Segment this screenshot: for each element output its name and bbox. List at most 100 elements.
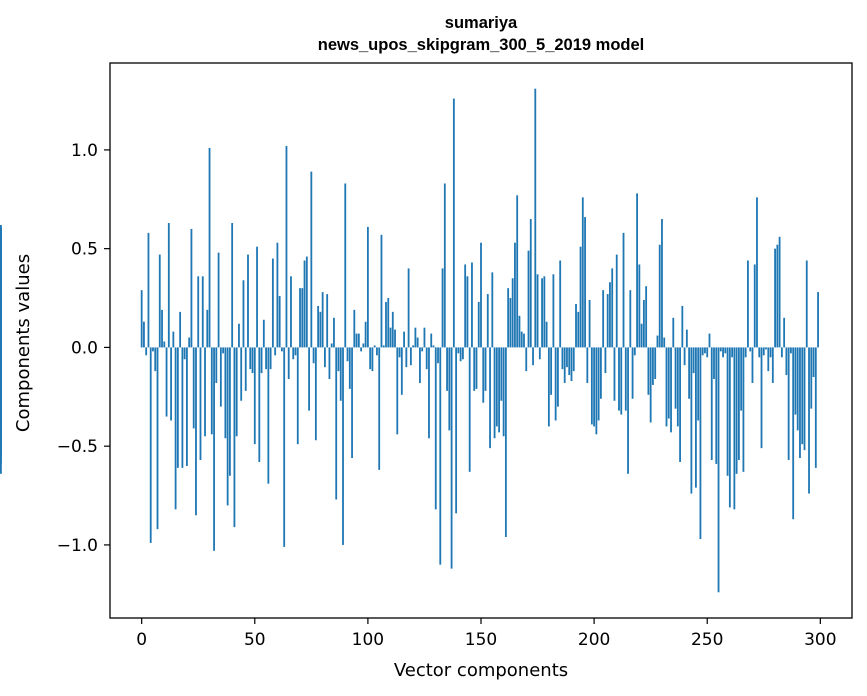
bar (421, 347, 424, 352)
bar (305, 256, 308, 348)
bar (568, 347, 571, 376)
bar (217, 252, 220, 348)
x-tick-label: 250 (691, 630, 723, 650)
bar (353, 309, 356, 348)
bar (167, 222, 170, 348)
bar (699, 347, 702, 539)
bar (260, 347, 263, 374)
bar (301, 288, 304, 348)
bar (244, 347, 247, 391)
bar (403, 331, 405, 348)
bar (751, 347, 754, 383)
bar (195, 347, 197, 516)
bar (747, 260, 749, 348)
bar (695, 347, 697, 488)
bar (536, 274, 539, 348)
bar (387, 298, 390, 348)
bar (296, 347, 299, 445)
bar (412, 345, 415, 348)
bar (364, 321, 367, 348)
bar (586, 347, 589, 383)
bar (262, 319, 265, 348)
bar (776, 244, 779, 348)
bar (197, 276, 200, 348)
bar (265, 347, 267, 370)
bar (500, 347, 503, 401)
bar (287, 347, 290, 380)
bar (389, 327, 392, 348)
bar (740, 347, 743, 411)
bar (339, 347, 342, 401)
bar (636, 193, 638, 348)
bar (744, 347, 747, 358)
bar (222, 347, 225, 354)
bar (670, 347, 672, 433)
bar (563, 347, 566, 383)
bar (314, 347, 317, 441)
bar (595, 347, 598, 435)
bar (672, 317, 675, 348)
bar (710, 347, 713, 460)
bar (346, 347, 349, 362)
bar (622, 232, 625, 348)
bar (722, 347, 724, 358)
bar (547, 347, 550, 427)
bar (228, 347, 231, 476)
bar (385, 301, 387, 348)
bar (294, 347, 297, 356)
bar (190, 228, 193, 348)
bar (758, 347, 761, 358)
bar (484, 347, 487, 391)
x-tick-label: 200 (578, 630, 610, 650)
bar (210, 347, 213, 435)
bar (213, 347, 215, 551)
bar (627, 347, 629, 474)
bar (437, 347, 439, 364)
bar (181, 347, 184, 468)
bar (780, 347, 783, 358)
bar (618, 347, 620, 411)
bar (697, 347, 700, 421)
bar (224, 347, 227, 439)
bar (609, 282, 611, 348)
bar (520, 331, 523, 348)
bar (550, 347, 553, 395)
bar (599, 347, 602, 399)
bar (233, 347, 236, 528)
bar (455, 347, 458, 514)
bar (769, 347, 772, 358)
bar (638, 264, 641, 348)
bar (493, 347, 496, 439)
bar (276, 242, 279, 348)
bar (0, 347, 2, 364)
bar (676, 347, 679, 427)
bar (767, 347, 770, 372)
bar (652, 347, 654, 385)
bar (489, 347, 491, 449)
bar (799, 347, 801, 459)
bar (143, 321, 145, 348)
bar (271, 258, 274, 348)
bar (459, 347, 462, 362)
y-axis-label: Components values (13, 254, 34, 432)
bar (258, 347, 261, 462)
x-tick-label: 100 (352, 630, 384, 650)
bar (330, 343, 333, 348)
bar (443, 183, 446, 348)
bar (796, 347, 799, 431)
bar (552, 274, 555, 348)
bar (172, 331, 175, 348)
bar (281, 347, 283, 352)
chart-subtitle: news_upos_skipgram_300_5_2019 model (317, 36, 645, 54)
bar (457, 347, 460, 354)
bar (299, 288, 301, 348)
y-tick-label: 0.5 (71, 240, 98, 260)
bar (441, 268, 444, 348)
bar (464, 264, 467, 348)
bar (204, 347, 206, 437)
bar (794, 347, 797, 415)
bar (749, 347, 752, 352)
bar (649, 347, 652, 423)
bar (208, 147, 211, 348)
